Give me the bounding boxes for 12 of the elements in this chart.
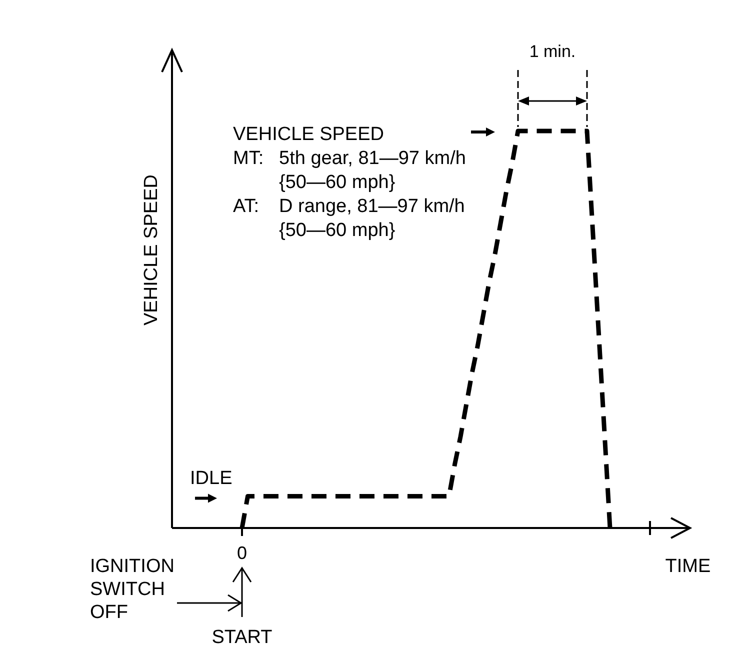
text: 0 [236, 543, 248, 563]
text: 1 min. [529, 42, 576, 61]
annotation: VEHICLE SPEED [233, 124, 384, 145]
text: IDLE [190, 468, 232, 490]
x-axis-title: TIME [665, 556, 711, 577]
annotation: {50—60 mph} [279, 220, 396, 241]
y-axis-title: VEHICLE SPEED [141, 174, 162, 326]
annotation: {50—60 mph} [279, 172, 396, 193]
text: START [212, 627, 273, 648]
annotation: AT: D range, 81—97 km/h [233, 196, 465, 217]
annotation: MT: 5th gear, 81—97 km/h [233, 148, 466, 169]
text: IGNITION SWITCH OFF [90, 556, 174, 623]
